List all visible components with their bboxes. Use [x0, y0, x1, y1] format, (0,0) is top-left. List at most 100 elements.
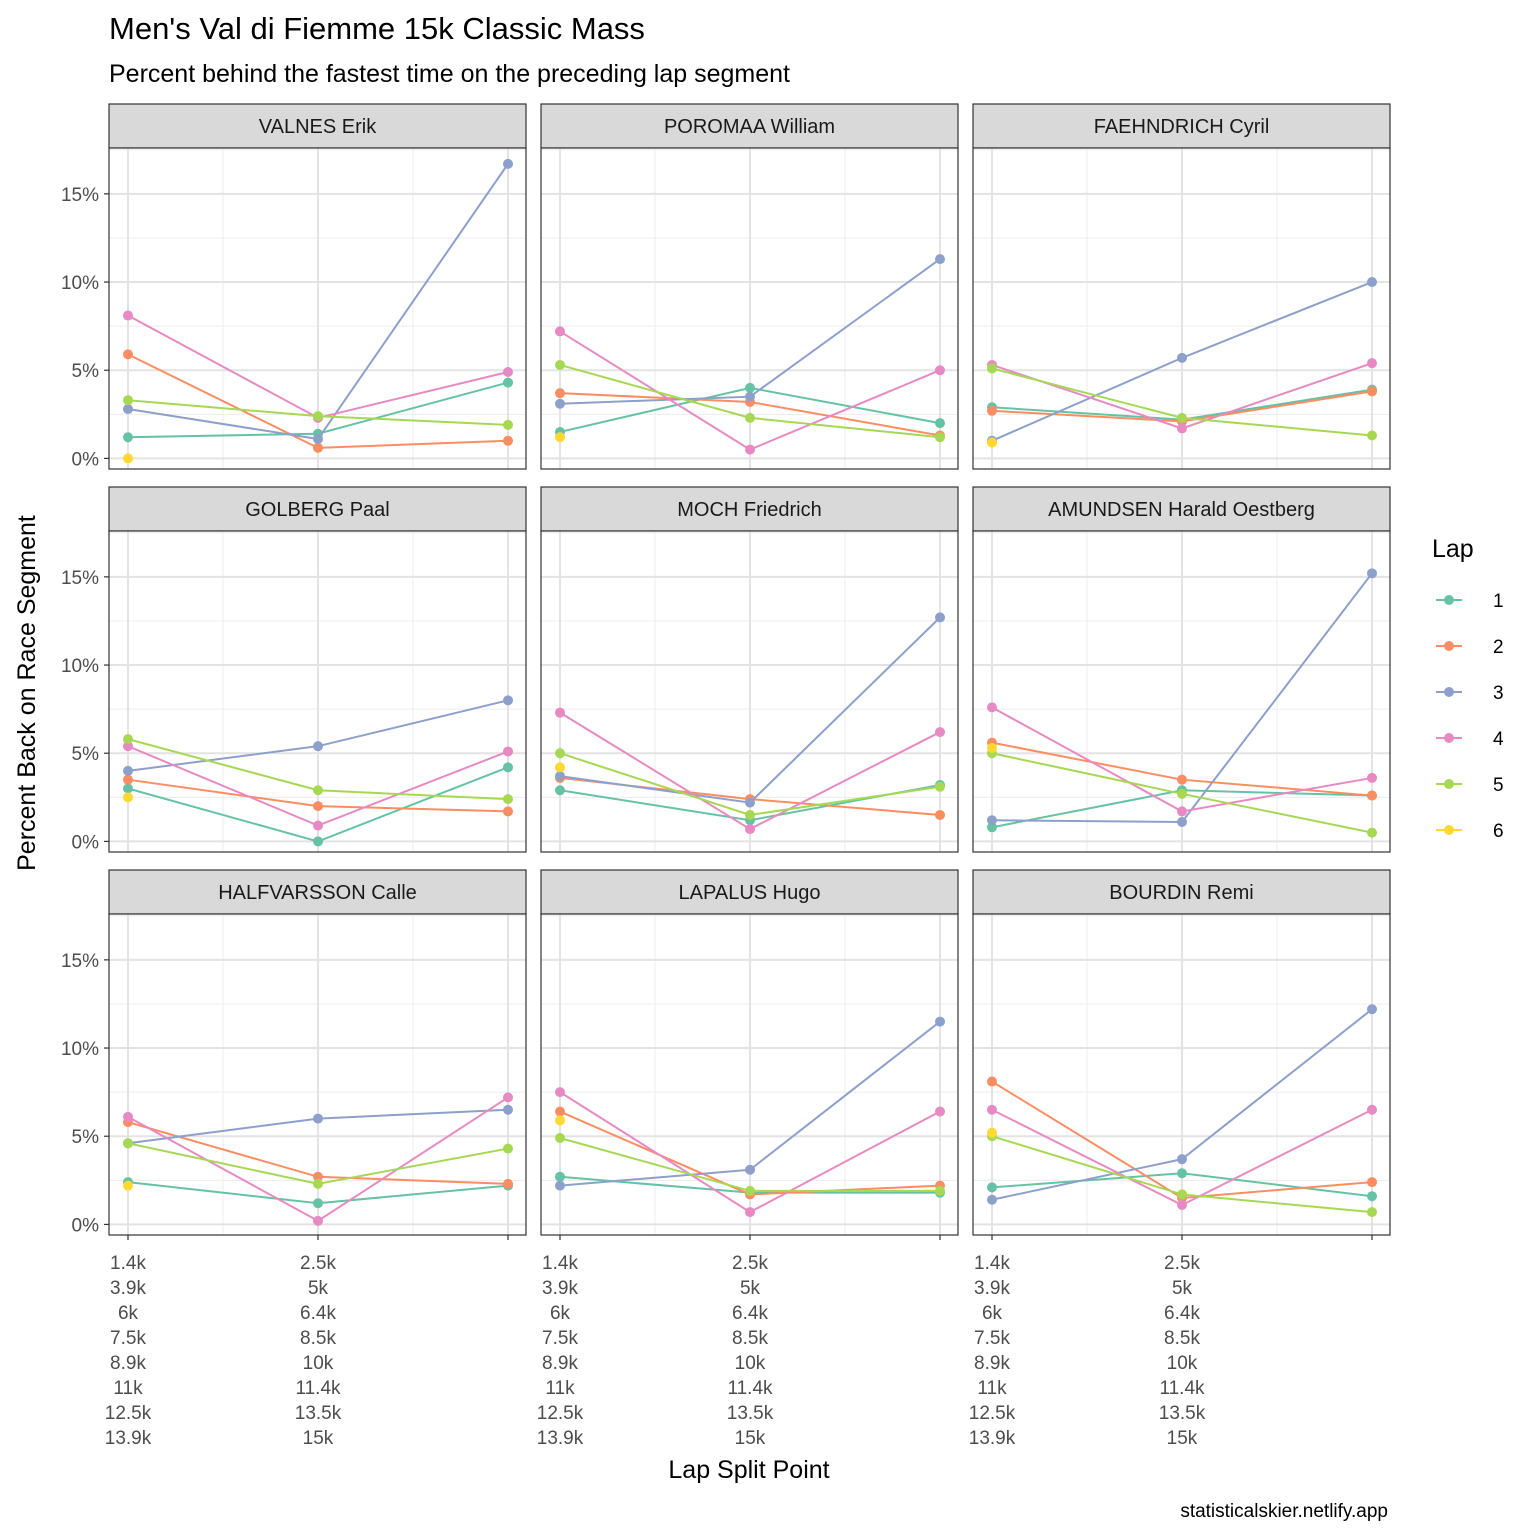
x-axis-title: Lap Split Point [668, 1456, 829, 1484]
data-point-lap-3 [123, 765, 133, 776]
data-point-lap-3 [1367, 568, 1377, 579]
data-point-lap-3 [313, 741, 323, 752]
legend: Lap 1 2 3 4 5 6 [1432, 535, 1504, 842]
data-point-lap-4 [123, 741, 133, 752]
x-tick-label: 7.5k [110, 1328, 146, 1349]
legend-key-point [1444, 779, 1454, 789]
x-tick-label: 10k [1167, 1353, 1198, 1374]
data-point-lap-5 [1367, 1207, 1377, 1218]
data-point-lap-6 [555, 432, 565, 443]
data-point-lap-2 [555, 388, 565, 399]
data-point-lap-4 [555, 707, 565, 718]
x-tick-label: 11k [545, 1378, 575, 1399]
x-axis-tick-labels: 1.4k 3.9k 6k 7.5k 8.9k 11k 12.5k 13.9k 2.5k 5k 6.4… [105, 1253, 1206, 1449]
x-tick-label: 5k [1172, 1278, 1193, 1299]
data-point-lap-3 [935, 1016, 945, 1027]
data-point-lap-2 [1367, 1177, 1377, 1188]
data-point-lap-4 [745, 444, 755, 455]
data-point-lap-3 [313, 434, 323, 445]
facet-panel: AMUNDSEN Harald Oestberg [972, 486, 1391, 853]
x-tick-label: 3.9k [110, 1278, 146, 1299]
panel-border [972, 530, 1391, 853]
data-point-lap-3 [1177, 817, 1187, 828]
y-tick-label: 15% [61, 568, 99, 589]
data-point-lap-1 [1367, 1191, 1377, 1202]
facet-strip-label: BOURDIN Remi [1109, 882, 1253, 904]
data-point-lap-3 [123, 404, 133, 415]
data-point-lap-5 [745, 1185, 755, 1196]
data-point-lap-1 [503, 762, 513, 773]
data-point-lap-5 [935, 432, 945, 443]
x-tick-label: 12.5k [105, 1403, 152, 1424]
x-tick-label: 15k [1167, 1428, 1198, 1449]
legend-label: 3 [1493, 683, 1504, 704]
data-point-lap-4 [555, 1087, 565, 1098]
data-point-lap-3 [503, 158, 513, 169]
facet-strip-label: GOLBERG Paal [245, 499, 390, 521]
facet-strip [972, 869, 1391, 915]
x-tick-label: 6k [982, 1303, 1003, 1324]
y-axis-title: Percent Back on Race Segment [13, 515, 41, 871]
data-point-lap-3 [745, 1164, 755, 1175]
data-point-lap-2 [313, 1171, 323, 1182]
facet-strip [108, 486, 527, 532]
facet-strip [540, 103, 959, 149]
facet-strip [108, 869, 527, 915]
x-tick-label: 13.5k [295, 1403, 342, 1424]
data-point-lap-4 [503, 366, 513, 377]
x-tick-label: 11k [113, 1378, 143, 1399]
x-tick-label: 8.5k [1164, 1328, 1200, 1349]
y-tick-label: 15% [61, 951, 99, 972]
data-point-lap-1 [123, 783, 133, 794]
data-point-lap-5 [503, 419, 513, 430]
data-point-lap-4 [123, 310, 133, 321]
facet-panel: FAEHNDRICH Cyril [972, 103, 1391, 470]
data-point-lap-4 [503, 746, 513, 757]
data-point-lap-5 [555, 1132, 565, 1143]
data-point-lap-5 [555, 359, 565, 370]
data-point-lap-6 [555, 1115, 565, 1126]
legend-title: Lap [1432, 535, 1474, 563]
data-point-lap-5 [1367, 430, 1377, 441]
facet-panel: BOURDIN Remi [972, 869, 1391, 1240]
data-point-lap-5 [935, 781, 945, 792]
data-point-lap-6 [987, 1127, 997, 1138]
data-point-lap-2 [987, 1076, 997, 1087]
facet-strip-label: AMUNDSEN Harald Oestberg [1048, 499, 1315, 521]
x-tick-label: 8.9k [974, 1353, 1010, 1374]
legend-label: 5 [1493, 775, 1504, 796]
x-tick-label: 6k [118, 1303, 139, 1324]
data-point-lap-3 [1177, 352, 1187, 363]
data-point-lap-4 [745, 824, 755, 835]
data-point-lap-4 [935, 365, 945, 376]
data-point-lap-2 [987, 405, 997, 416]
y-tick-label: 10% [61, 273, 99, 294]
facet-panel: POROMAA William [540, 103, 959, 470]
data-point-lap-3 [745, 797, 755, 808]
x-tick-label: 13.5k [727, 1403, 774, 1424]
data-point-lap-4 [1177, 423, 1187, 434]
data-point-lap-1 [503, 377, 513, 388]
x-tick-label: 1.4k [542, 1253, 578, 1274]
data-point-lap-1 [555, 785, 565, 796]
facet-panel: HALFVARSSON Calle 0% 5% 10% 15% [61, 869, 527, 1240]
x-tick-label: 2.5k [732, 1253, 768, 1274]
data-point-lap-3 [935, 612, 945, 623]
data-point-lap-5 [745, 809, 755, 820]
y-tick-label: 5% [72, 744, 100, 765]
facet-strip [972, 103, 1391, 149]
y-tick-label: 10% [61, 656, 99, 677]
facet-strip [540, 486, 959, 532]
data-point-lap-4 [745, 1207, 755, 1218]
data-point-lap-4 [1367, 358, 1377, 369]
data-point-lap-6 [123, 1180, 133, 1191]
data-point-lap-3 [503, 1104, 513, 1115]
data-point-lap-1 [745, 382, 755, 393]
x-tick-label: 13.9k [105, 1428, 152, 1449]
facet-panel: VALNES Erik 0% 5% 10% 15% [61, 103, 527, 470]
y-tick-label: 5% [72, 1127, 100, 1148]
x-tick-label: 11.4k [1159, 1378, 1205, 1399]
data-point-lap-3 [987, 815, 997, 826]
data-point-lap-4 [313, 1215, 323, 1226]
y-tick-label: 0% [72, 1215, 100, 1236]
